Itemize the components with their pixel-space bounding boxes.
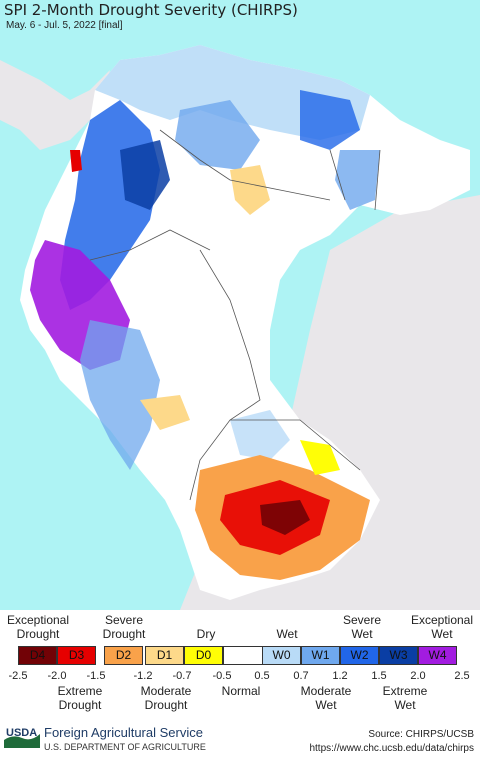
legend-swatch-w2: W2 [340, 646, 379, 665]
legend-tick: -0.5 [212, 670, 232, 682]
legend-swatch-w3: W3 [379, 646, 418, 665]
legend-tick: -1.2 [133, 670, 153, 682]
wet-area-guyana [335, 150, 380, 210]
legend-tick: -2.0 [47, 670, 67, 682]
usda-logo-text: USDA [6, 727, 37, 739]
legend-bottom-label: Normal [221, 684, 261, 698]
country-boundaries [89, 129, 381, 501]
legend-swatch-normal [223, 646, 263, 665]
drought-spot-colombia [70, 150, 82, 172]
legend-tick: 2.0 [410, 670, 426, 682]
dry-area-peru [140, 395, 190, 430]
drought-map: SPI 2-Month Drought Severity (CHIRPS) Ma… [0, 0, 480, 610]
legend-top-label: Wet [276, 627, 298, 641]
legend-bottom-label: Extreme Wet [382, 684, 428, 712]
map-title: SPI 2-Month Drought Severity (CHIRPS) [4, 1, 298, 19]
moderate-wet-area [175, 100, 260, 170]
source-text: Source: CHIRPS/UCSB [368, 729, 474, 740]
agency-name: Foreign Agricultural Service [44, 725, 203, 740]
wet-area-peru [80, 320, 160, 470]
department-name: U.S. DEPARTMENT OF AGRICULTURE [44, 742, 206, 752]
map-canvas [0, 0, 480, 610]
legend-bottom-label: Moderate Drought [140, 684, 192, 712]
wet-area-venezuela [300, 90, 360, 150]
legend-swatch-w0: W0 [262, 646, 301, 665]
legend-top-label: Dry [196, 627, 216, 641]
legend-top-label: Exceptional Drought [6, 613, 70, 641]
legend-bottom-label: Moderate Wet [300, 684, 352, 712]
exceptional-drought-bolivia [260, 500, 310, 535]
legend-swatch-d1: D1 [145, 646, 184, 665]
legend-swatch-d3: D3 [57, 646, 96, 665]
legend-swatch-d4: D4 [18, 646, 57, 665]
abnormally-dry-area [300, 440, 340, 475]
legend-tick: -0.7 [172, 670, 192, 682]
legend-tick: -1.5 [86, 670, 106, 682]
legend-bottom-label: Extreme Drought [57, 684, 103, 712]
usda-logo-icon: USDA [4, 727, 40, 748]
legend-tick: 0.5 [254, 670, 270, 682]
legend-swatch-d2: D2 [104, 646, 143, 665]
legend-tick: -2.5 [8, 670, 28, 682]
legend-top-label: Exceptional Wet [410, 613, 474, 641]
source-url: https://www.chc.ucsb.edu/data/chirps [309, 743, 474, 754]
dry-area-venezuela [230, 165, 270, 215]
central-america [0, 60, 110, 150]
wet-area-bolivia-north [230, 410, 290, 460]
legend-swatch-d0: D0 [184, 646, 223, 665]
legend-tick: 2.5 [454, 670, 470, 682]
map-subtitle: May. 6 - Jul. 5, 2022 [final] [6, 20, 123, 31]
legend-swatch-w1: W1 [301, 646, 340, 665]
severe-wet-area [120, 140, 170, 210]
legend-swatch-w4: W4 [418, 646, 457, 665]
legend-tick: 1.2 [332, 670, 348, 682]
legend-tick: 0.7 [293, 670, 309, 682]
legend-top-label: Severe Drought [102, 613, 146, 641]
legend-top-label: Severe Wet [342, 613, 382, 641]
legend-tick: 1.5 [371, 670, 387, 682]
